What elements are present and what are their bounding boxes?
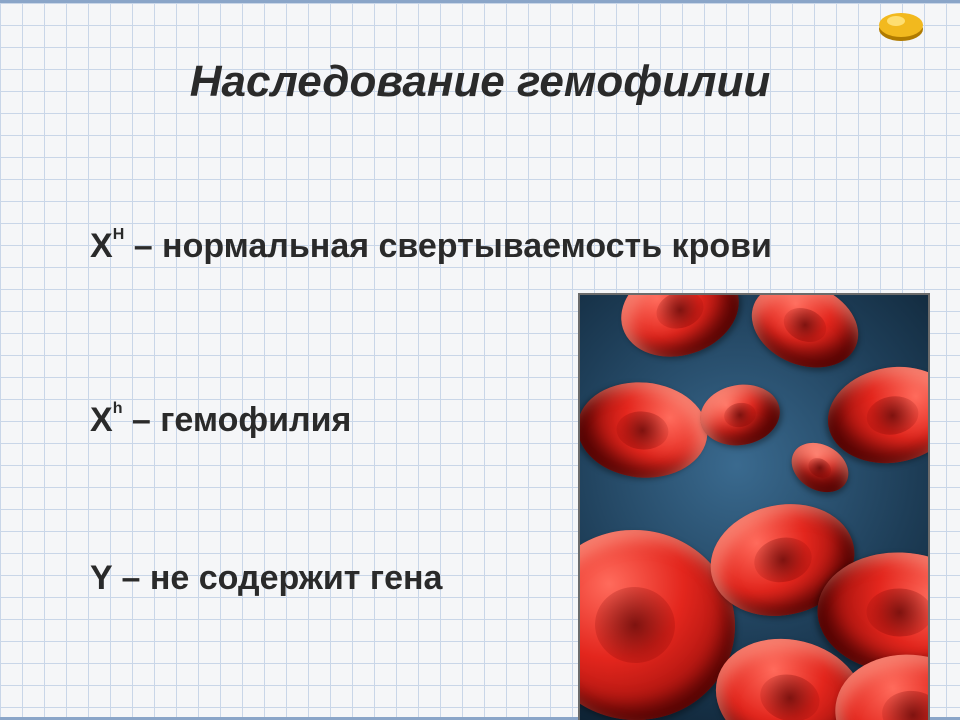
sup-h: h bbox=[113, 400, 123, 417]
blood-cells-image bbox=[578, 293, 930, 720]
desc-normal: – нормальная свертываемость крови bbox=[124, 227, 772, 265]
red-blood-cell bbox=[578, 377, 711, 483]
allele-normal: XH – нормальная свертываемость крови bbox=[90, 225, 870, 268]
sup-H: H bbox=[113, 226, 125, 243]
y-chromosome-note: Y – не содержит гена bbox=[90, 559, 442, 598]
slide: Наследование гемофилии XH – нормальная с… bbox=[0, 0, 960, 720]
red-blood-cell bbox=[739, 293, 871, 383]
slide-title: Наследование гемофилии bbox=[0, 57, 960, 107]
desc-hemophilia: – гемофилия bbox=[122, 401, 351, 439]
red-blood-cell bbox=[695, 379, 784, 452]
red-blood-cell bbox=[609, 293, 751, 371]
allele-hemophilia: Xh – гемофилия bbox=[90, 401, 351, 440]
coin-chip-icon bbox=[876, 9, 926, 43]
x-symbol: X bbox=[90, 227, 113, 265]
x-symbol: X bbox=[90, 401, 113, 439]
